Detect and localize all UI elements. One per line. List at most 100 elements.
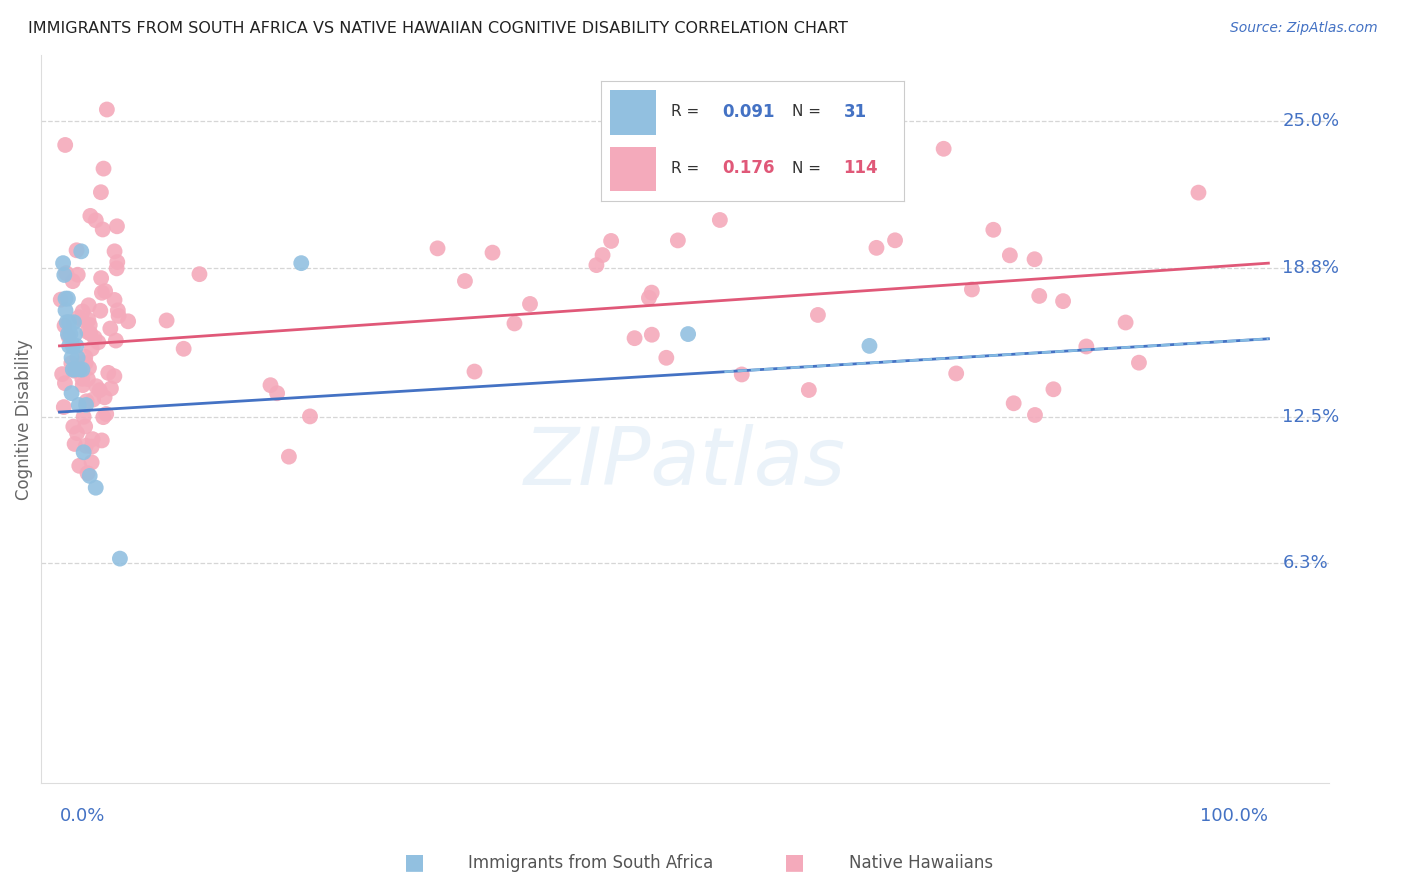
Point bbox=[79, 326, 101, 341]
Point bbox=[155, 313, 177, 327]
Point bbox=[53, 376, 76, 391]
Point bbox=[1115, 316, 1137, 330]
Point bbox=[1052, 294, 1074, 309]
Point bbox=[76, 394, 98, 409]
Point bbox=[69, 362, 91, 376]
Point bbox=[93, 161, 115, 176]
Point bbox=[63, 364, 86, 378]
Point bbox=[90, 271, 112, 285]
Point bbox=[82, 392, 104, 407]
Point bbox=[83, 331, 105, 345]
Point bbox=[53, 138, 76, 153]
Point bbox=[960, 283, 983, 297]
Point bbox=[79, 209, 101, 223]
Point bbox=[77, 313, 100, 327]
Point bbox=[1076, 339, 1098, 353]
Point bbox=[641, 327, 664, 342]
Point bbox=[945, 367, 967, 381]
Text: 6.3%: 6.3% bbox=[1282, 554, 1329, 573]
Point bbox=[76, 372, 98, 386]
Point bbox=[89, 303, 111, 318]
Point bbox=[463, 365, 485, 379]
Point bbox=[1187, 186, 1209, 200]
Point bbox=[709, 213, 731, 227]
Point bbox=[90, 434, 112, 448]
Point bbox=[807, 308, 830, 322]
Point bbox=[1024, 408, 1046, 422]
Point bbox=[96, 103, 118, 117]
Point bbox=[72, 378, 94, 392]
Point bbox=[58, 339, 80, 353]
Text: ■: ■ bbox=[405, 853, 425, 872]
Point bbox=[51, 367, 73, 381]
Point bbox=[62, 274, 84, 288]
Point bbox=[858, 339, 880, 353]
Point bbox=[67, 398, 90, 412]
Point bbox=[79, 469, 101, 483]
Point bbox=[59, 327, 82, 342]
Point bbox=[104, 334, 127, 348]
Point bbox=[655, 351, 678, 365]
Text: Native Hawaiians: Native Hawaiians bbox=[849, 855, 993, 872]
Point bbox=[72, 304, 94, 318]
Point bbox=[676, 327, 699, 342]
Point bbox=[58, 329, 80, 343]
Point bbox=[105, 219, 128, 234]
Point bbox=[52, 400, 75, 414]
Point bbox=[277, 450, 299, 464]
Point bbox=[63, 327, 86, 342]
Point bbox=[454, 274, 477, 288]
Point bbox=[49, 293, 72, 307]
Point bbox=[72, 409, 94, 424]
Point bbox=[97, 366, 120, 380]
Point bbox=[84, 213, 107, 227]
Point bbox=[1028, 289, 1050, 303]
Point bbox=[884, 233, 907, 247]
Point bbox=[105, 255, 128, 269]
Text: Source: ZipAtlas.com: Source: ZipAtlas.com bbox=[1230, 21, 1378, 35]
Point bbox=[481, 245, 503, 260]
Point bbox=[98, 321, 121, 335]
Point bbox=[77, 298, 100, 312]
Point bbox=[75, 350, 97, 364]
Point bbox=[72, 356, 94, 370]
Point bbox=[1042, 382, 1064, 396]
Point bbox=[105, 261, 128, 276]
Point bbox=[290, 256, 312, 270]
Point bbox=[55, 266, 77, 280]
Point bbox=[84, 481, 107, 495]
Text: 100.0%: 100.0% bbox=[1201, 807, 1268, 825]
Point bbox=[58, 315, 80, 329]
Point bbox=[592, 248, 614, 262]
Point bbox=[60, 386, 83, 401]
Point bbox=[75, 356, 97, 370]
Text: Immigrants from South Africa: Immigrants from South Africa bbox=[468, 855, 713, 872]
Point bbox=[72, 445, 94, 459]
Point bbox=[75, 398, 97, 412]
Point bbox=[76, 325, 98, 339]
Point bbox=[503, 317, 526, 331]
Point bbox=[96, 407, 118, 421]
Point bbox=[93, 390, 115, 404]
Point bbox=[56, 327, 79, 342]
Text: IMMIGRANTS FROM SOUTH AFRICA VS NATIVE HAWAIIAN COGNITIVE DISABILITY CORRELATION: IMMIGRANTS FROM SOUTH AFRICA VS NATIVE H… bbox=[28, 21, 848, 36]
Text: 18.8%: 18.8% bbox=[1282, 259, 1340, 277]
Point bbox=[65, 244, 87, 258]
Point bbox=[55, 292, 77, 306]
Point bbox=[67, 310, 90, 325]
Point bbox=[188, 267, 211, 281]
Point bbox=[76, 466, 98, 480]
Point bbox=[62, 339, 84, 353]
Point bbox=[90, 285, 112, 300]
Point bbox=[79, 318, 101, 332]
Point bbox=[266, 386, 288, 401]
Point bbox=[117, 314, 139, 328]
Y-axis label: Cognitive Disability: Cognitive Disability bbox=[15, 339, 32, 500]
Point bbox=[53, 318, 76, 333]
Point bbox=[94, 284, 117, 298]
Point bbox=[108, 551, 131, 566]
Point bbox=[70, 312, 93, 326]
Point bbox=[519, 297, 541, 311]
Point bbox=[82, 432, 104, 446]
Point bbox=[53, 268, 76, 282]
